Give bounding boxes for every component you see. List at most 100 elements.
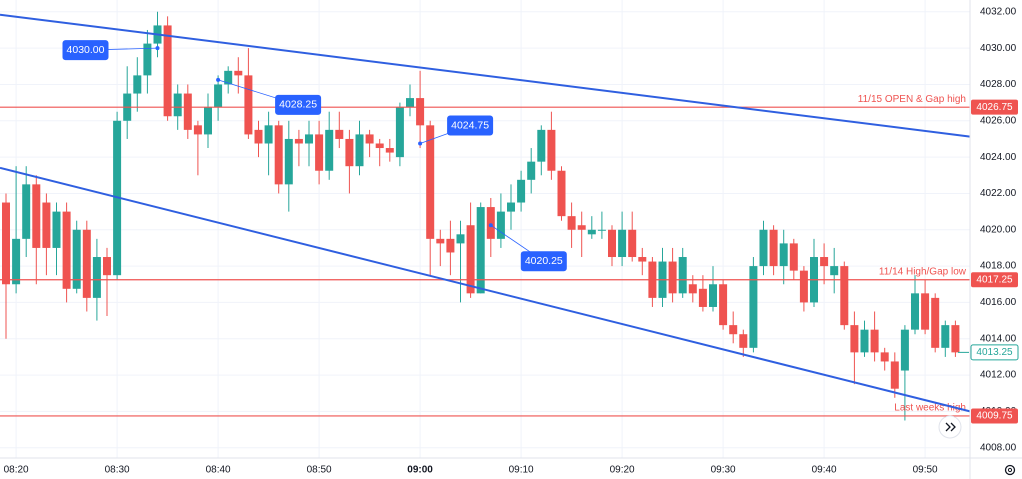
trend-line (0, 13, 971, 138)
y-tick-label: 4018.00 (980, 261, 1017, 272)
y-tick-label: 4028.00 (980, 79, 1017, 90)
candle-body (486, 207, 495, 239)
y-tick-label: 4032.00 (980, 6, 1017, 17)
y-tick-label: 4030.00 (980, 43, 1017, 54)
trend-line (0, 166, 971, 413)
level-text: 11/15 OPEN & Gap high (858, 94, 966, 105)
annotation-label: 4024.75 (451, 119, 489, 131)
settings-button[interactable] (1004, 464, 1016, 476)
candle-body (143, 43, 152, 76)
candle-body (719, 284, 728, 326)
candle-body (709, 284, 717, 307)
candle-body (840, 266, 849, 326)
annotation-anchor (155, 46, 160, 51)
annotation-anchor (216, 77, 221, 82)
last-price-label: 4013.25 (976, 347, 1013, 358)
x-tick-label: 09:50 (913, 465, 938, 476)
candle-body (688, 284, 697, 294)
annotation-box (275, 94, 322, 115)
candle-body (951, 325, 960, 353)
candle-body (224, 70, 233, 85)
y-tick-label: 4008.00 (980, 442, 1017, 453)
candle-body (527, 161, 536, 180)
candle-body (436, 238, 445, 244)
candle-body (779, 243, 788, 267)
candle-body (294, 138, 303, 144)
y-tick-label: 4014.00 (980, 333, 1017, 344)
annotation-box (447, 115, 494, 136)
candle-body (92, 257, 101, 298)
candle-body (355, 134, 364, 167)
annotation-label: 4030.00 (67, 44, 105, 56)
candle-body (587, 229, 596, 235)
annotation-label: 4020.25 (525, 255, 563, 267)
candle-body (466, 225, 475, 294)
annotation-box (520, 251, 567, 272)
candle-body (749, 266, 758, 348)
gear-ring[interactable] (1004, 464, 1016, 476)
candle-body (254, 129, 263, 144)
x-tick-label: 08:50 (307, 465, 332, 476)
candle-body (406, 98, 414, 108)
candle-body (173, 93, 182, 117)
candle-body (769, 229, 778, 267)
candle-body (900, 329, 909, 371)
candle-body (163, 25, 172, 117)
plot: 11/15 OPEN & Gap high 11/14 High/Gap low L… (0, 11, 971, 421)
annotation-box (62, 40, 109, 61)
price-tag-label: 4017.25 (976, 274, 1013, 285)
candle-body (32, 184, 41, 248)
candle-body (618, 229, 627, 258)
candle-body (365, 134, 374, 144)
candle-body (416, 98, 425, 126)
candle-body (42, 202, 51, 248)
y-tick-label: 4024.00 (980, 152, 1017, 163)
candle-body (890, 361, 899, 389)
candle-body (799, 270, 808, 303)
candle-body (375, 143, 384, 149)
last-price-tag (970, 344, 1019, 361)
candle-body (52, 211, 61, 248)
x-tick-label: 08:30 (105, 465, 130, 476)
x-tick-label: 08:40 (206, 465, 231, 476)
candle-body (426, 125, 435, 239)
candle-body (567, 216, 576, 230)
price-tag (971, 99, 1018, 115)
x-tick-label: 09:20 (610, 465, 635, 476)
candle-body (931, 297, 940, 348)
price-tag-label: 4009.75 (976, 411, 1013, 422)
candle-body (830, 266, 839, 276)
candle-body (517, 179, 526, 203)
candle-body (638, 257, 647, 262)
candle-body (82, 229, 91, 298)
annotation-anchor (418, 141, 423, 146)
scroll-button[interactable] (938, 415, 962, 439)
candle-body (284, 138, 293, 185)
candle-body (274, 125, 283, 185)
scroll-icon (945, 422, 956, 432)
candle-body (880, 352, 889, 362)
candle-body (678, 257, 687, 294)
x-tick-label: 09:00 (407, 465, 433, 476)
candle-body (264, 125, 273, 144)
candle-body (325, 129, 334, 171)
candle-body (759, 229, 768, 267)
candle-body (597, 229, 606, 231)
x-tick-label: 09:40 (812, 465, 837, 476)
candle-body (72, 229, 81, 289)
candle-body (537, 129, 546, 162)
candle-body (941, 325, 950, 348)
candle-body (12, 238, 21, 285)
candle-body (395, 107, 404, 158)
annotation-label: 4028.25 (279, 99, 317, 111)
candle-body (698, 288, 707, 307)
level-text: 11/14 High/Gap low (879, 266, 967, 277)
x-tick-label: 08:20 (4, 465, 29, 476)
candle-body (446, 238, 455, 253)
candle-body (456, 234, 465, 244)
candle-body (729, 325, 738, 335)
candle-body (22, 184, 31, 239)
candle-body (608, 229, 616, 258)
